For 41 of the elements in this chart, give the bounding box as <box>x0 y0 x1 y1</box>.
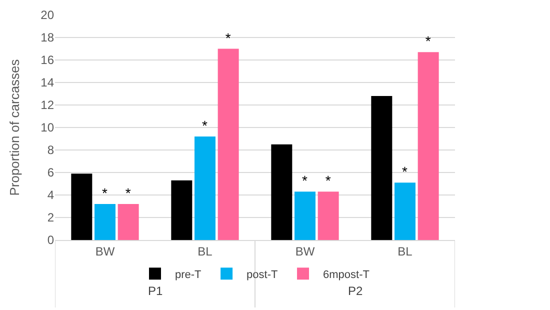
text: P1 <box>148 284 164 298</box>
data-label: * <box>102 185 108 201</box>
bar <box>171 180 192 240</box>
y-tick-label: 8 <box>47 143 54 158</box>
y-tick-label: 10 <box>40 120 54 135</box>
bar <box>394 182 416 240</box>
x-tick-label: BW <box>95 244 116 258</box>
x-tick-label: BW <box>295 244 316 258</box>
text: P2 <box>348 284 364 298</box>
y-tick-label: 0 <box>47 233 54 248</box>
x-tick-label: BL <box>198 244 213 258</box>
bar <box>71 174 92 240</box>
data-label: * <box>202 118 208 134</box>
bar <box>318 192 339 240</box>
data-label: * <box>225 30 232 46</box>
y-tick-label: 2 <box>47 210 54 225</box>
bar <box>371 96 392 240</box>
y-axis-title: Proportion of carcasses <box>7 58 22 196</box>
bar <box>418 52 439 240</box>
legend-label: pre-T <box>175 268 202 281</box>
data-label: * <box>402 164 408 180</box>
y-tick-label: 6 <box>47 166 54 180</box>
legend-label: 6mpost-T <box>323 268 370 281</box>
y-tick-label: 12 <box>40 98 54 112</box>
y-tick-label: 14 <box>40 76 54 90</box>
legend-label: post-T <box>246 268 278 281</box>
y-tick-label: 20 <box>40 8 54 22</box>
y-tick-label: 18 <box>40 30 54 45</box>
data-label: * <box>302 172 308 189</box>
bar <box>218 48 239 240</box>
y-tick-label: 4 <box>47 188 54 202</box>
bar <box>294 192 316 240</box>
data-label: * <box>125 185 132 201</box>
data-label: * <box>425 33 432 50</box>
y-tick-label: 16 <box>40 53 54 68</box>
x-tick-label: BL <box>398 244 413 258</box>
bar <box>94 204 116 240</box>
bar <box>271 144 292 240</box>
bar <box>118 204 139 240</box>
bar <box>194 136 216 240</box>
data-label: * <box>325 172 332 189</box>
